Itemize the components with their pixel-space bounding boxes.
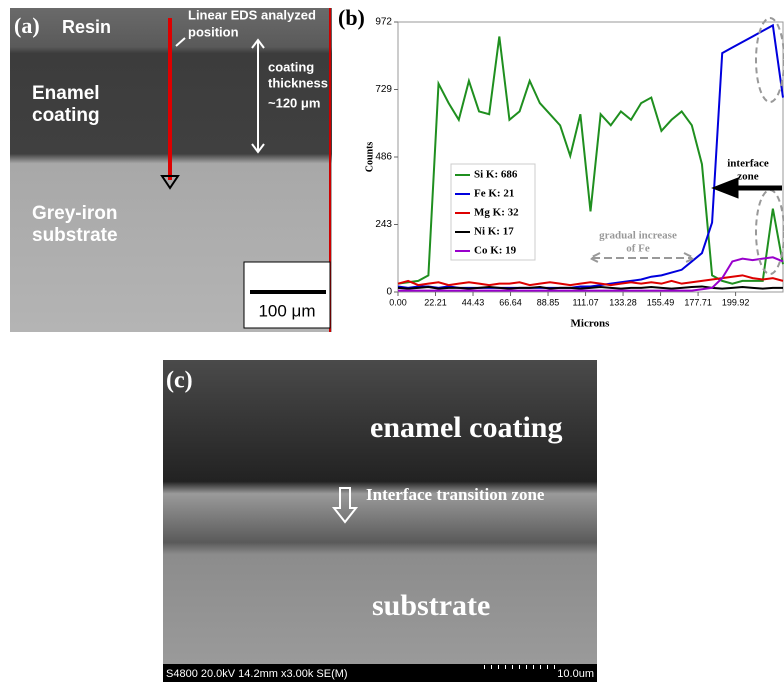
annotation: of Fe (626, 243, 650, 255)
y-axis-title: Counts (364, 142, 375, 173)
label: Grey-iron (32, 203, 118, 224)
label: Resin (62, 17, 111, 37)
y-tick-label: 243 (375, 219, 392, 230)
label: enamel coating (370, 411, 562, 444)
label: thickness (268, 75, 328, 90)
label: Linear EDS analyzed (188, 7, 316, 22)
y-tick-label: 729 (375, 84, 392, 95)
label: Enamel (32, 83, 100, 104)
legend-label: Fe K: 21 (474, 188, 514, 200)
legend-label: Mg K: 32 (474, 207, 519, 219)
x-tick-label: 133.28 (609, 297, 637, 307)
legend-label: Co K: 19 (474, 245, 517, 257)
x-tick-label: 66.64 (499, 297, 522, 307)
legend-label: Ni K: 17 (474, 226, 514, 238)
x-tick-label: 44.43 (462, 297, 485, 307)
x-tick-label: 199.92 (722, 297, 750, 307)
y-tick-label: 972 (375, 17, 392, 28)
scale-label: 100 μm (258, 301, 315, 320)
y-tick-label: 0 (386, 287, 392, 298)
x-axis-title: Microns (571, 318, 611, 330)
label: coating (32, 105, 100, 126)
scale-label: 10.0um (557, 668, 594, 680)
legend-label: Si K: 686 (474, 169, 518, 181)
annotation: zone (737, 171, 759, 183)
panel-a: (a) Resin Linear EDS analyzed position c… (10, 7, 332, 332)
info: S4800 20.0kV 14.2mm x3.00k SE(M) (166, 668, 348, 680)
panel-label: (b) (338, 5, 365, 30)
x-tick-label: 155.49 (647, 297, 675, 307)
x-tick-label: 177.71 (684, 297, 712, 307)
annotation: interface (727, 158, 769, 170)
label: Interface transition zone (366, 485, 545, 504)
label: substrate (372, 589, 490, 622)
page: {"panels":{ "a":{"label":"(a)","resin":"… (0, 0, 784, 682)
x-tick-label: 111.07 (572, 297, 598, 307)
figure: (a) Resin Linear EDS analyzed position c… (0, 0, 784, 682)
label: substrate (32, 225, 118, 246)
label: ~120 μm (268, 95, 320, 110)
x-tick-label: 88.85 (537, 297, 560, 307)
label: position (188, 24, 239, 39)
panel-b: (b) Counts Microns 0 243 486 729 972 0.00 22.2… (338, 5, 784, 329)
x-tick-label: 22.21 (424, 297, 447, 307)
label: coating (268, 59, 314, 74)
y-tick-label: 486 (375, 152, 392, 163)
panel-label: (a) (14, 13, 40, 38)
panel-c: (c) enamel coating Interface transition … (163, 360, 597, 682)
annotation: gradual increase (599, 230, 677, 242)
x-tick-label: 0.00 (389, 297, 407, 307)
panel-label: (c) (166, 368, 193, 394)
